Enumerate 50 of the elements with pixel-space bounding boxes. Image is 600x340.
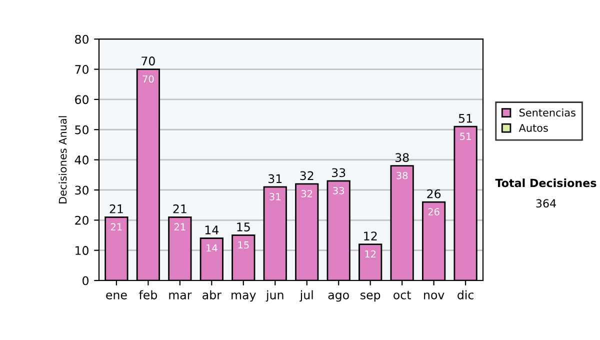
x-tick-label: ago — [328, 292, 349, 302]
total-label: 70 — [142, 56, 155, 66]
total-label: 12 — [364, 232, 377, 240]
x-tick-label: oct — [394, 290, 411, 300]
x-tick-label: feb — [139, 290, 157, 300]
data-label: 14 — [206, 244, 218, 252]
data-label: 31 — [270, 193, 280, 200]
x-tick-label: sep — [360, 292, 380, 302]
x-tick-label: jul — [300, 290, 313, 302]
data-label: 21 — [110, 223, 122, 230]
y-tick-label: 60 — [75, 95, 88, 104]
x-tick-label: ene — [106, 292, 127, 300]
total-label: 21 — [173, 204, 186, 214]
y-axis-title: Decisiones Anual — [58, 116, 67, 204]
total-label: 33 — [332, 168, 346, 178]
data-label: 12 — [365, 250, 376, 258]
y-tick-label: 40 — [74, 156, 88, 164]
total-label: 31 — [268, 174, 282, 184]
x-tick-label: dic — [458, 290, 474, 300]
data-label: 70 — [142, 75, 154, 83]
x-tick-label: abr — [202, 290, 222, 300]
y-tick-label: 70 — [75, 65, 88, 74]
data-label: 26 — [428, 208, 440, 216]
total-label: 21 — [110, 204, 123, 214]
x-tick-label: mar — [169, 292, 192, 300]
text: 364 — [536, 199, 556, 208]
y-tick-label: 50 — [75, 125, 88, 134]
total-label: 38 — [395, 153, 409, 162]
total-label: 15 — [237, 222, 250, 232]
x-tick-label: nov — [424, 292, 444, 300]
x-tick-label: jun — [266, 290, 284, 302]
legend-label: Sentencias — [519, 108, 576, 117]
data-label: 33 — [333, 186, 344, 194]
text: Total Decisiones — [495, 178, 596, 188]
y-tick-label: 80 — [75, 34, 88, 44]
data-label: 51 — [460, 132, 471, 140]
total-label: 32 — [300, 171, 314, 180]
y-tick-label: 20 — [75, 216, 88, 225]
data-label: 32 — [301, 190, 312, 198]
y-tick-label: 10 — [76, 246, 88, 255]
total-label: 14 — [205, 226, 219, 234]
y-tick-label: 30 — [75, 186, 88, 195]
total-label: 26 — [427, 189, 441, 198]
data-label: 21 — [174, 223, 186, 230]
data-label: 15 — [238, 241, 249, 249]
data-label: 38 — [396, 172, 408, 180]
total-label: 51 — [458, 114, 472, 123]
y-tick-label: 0 — [82, 276, 88, 286]
x-tick-label: may — [232, 292, 256, 302]
legend-label: Autos — [518, 124, 548, 132]
